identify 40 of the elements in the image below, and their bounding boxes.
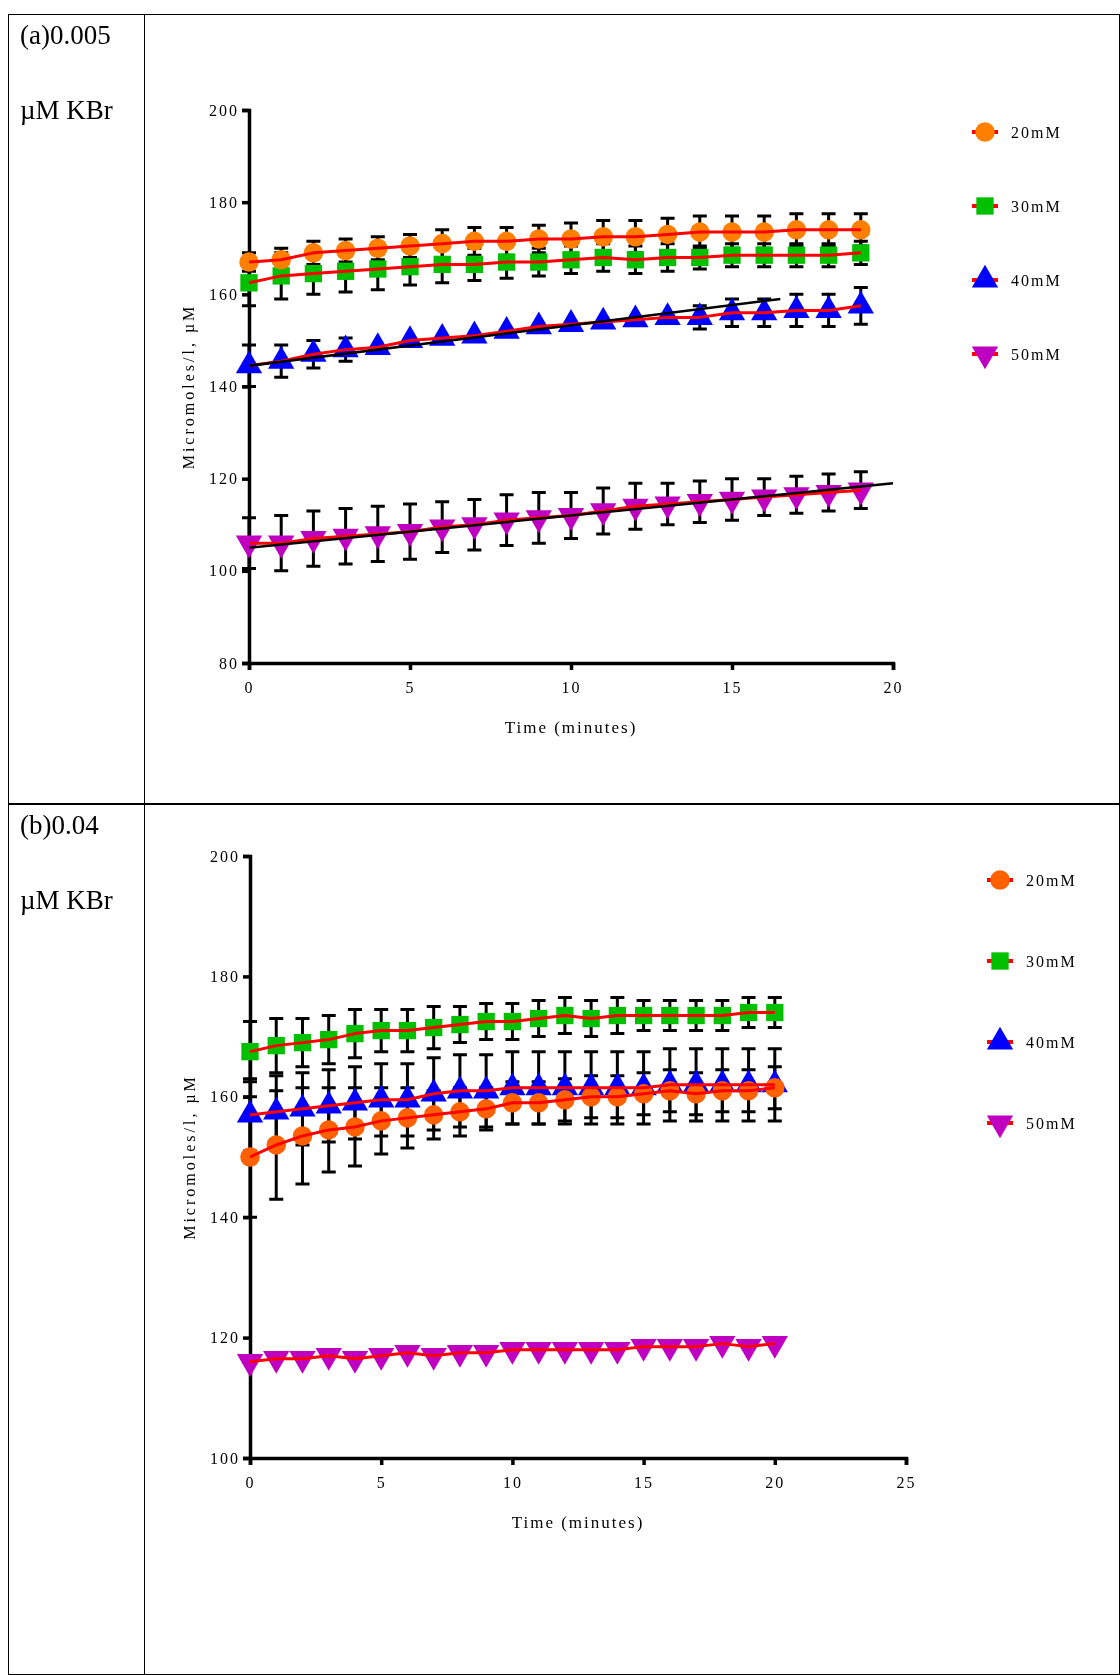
legend-label: 50mM	[1026, 1115, 1077, 1132]
y-axis-title: Micromoles/l, µM	[180, 303, 198, 470]
x-tick-label: 15	[722, 679, 743, 697]
y-tick-label: 100	[209, 562, 239, 580]
y-tick-label: 200	[210, 847, 240, 865]
legend-label: 30mM	[1011, 198, 1062, 215]
x-tick-label: 5	[405, 679, 416, 697]
legend-label: 20mM	[1026, 872, 1077, 889]
y-tick-label: 180	[210, 968, 240, 986]
y-tick-label: 140	[209, 378, 239, 396]
y-tick-label: 160	[210, 1088, 240, 1106]
legend-label: 40mM	[1026, 1034, 1077, 1051]
chart-title: (b)0.04 µM KBr	[20, 810, 113, 915]
point	[236, 1354, 264, 1377]
x-tick-label: 20	[765, 1474, 786, 1492]
y-tick-label: 140	[210, 1208, 240, 1226]
legend-label: 20mM	[1011, 124, 1062, 141]
y-tick-label: 100	[210, 1449, 240, 1467]
y-tick-label: 160	[209, 285, 239, 303]
x-tick-label: 0	[244, 679, 255, 697]
chart-title: (a)0.005 µM KBr	[20, 20, 113, 125]
legend-label: 50mM	[1011, 346, 1062, 363]
x-tick-label: 15	[634, 1474, 655, 1492]
point	[761, 1336, 788, 1359]
x-tick-label: 10	[502, 1474, 523, 1492]
x-axis-title: Time (minutes)	[511, 1513, 645, 1532]
y-tick-label: 120	[210, 1329, 240, 1347]
y-tick-label: 120	[209, 470, 239, 488]
x-axis-title: Time (minutes)	[504, 718, 638, 737]
y-tick-label: 80	[219, 654, 239, 672]
y-axis-title: Micromoles/l, µM	[181, 1074, 199, 1240]
x-tick-label: 0	[245, 1474, 256, 1492]
x-tick-label: 20	[883, 679, 904, 697]
legend-label: 40mM	[1011, 272, 1062, 289]
x-tick-label: 10	[561, 679, 582, 697]
y-tick-label: 180	[209, 193, 239, 211]
legend-label: 30mM	[1026, 953, 1077, 970]
x-tick-label: 25	[896, 1474, 917, 1492]
x-tick-label: 5	[376, 1474, 387, 1492]
y-tick-label: 200	[209, 101, 239, 119]
